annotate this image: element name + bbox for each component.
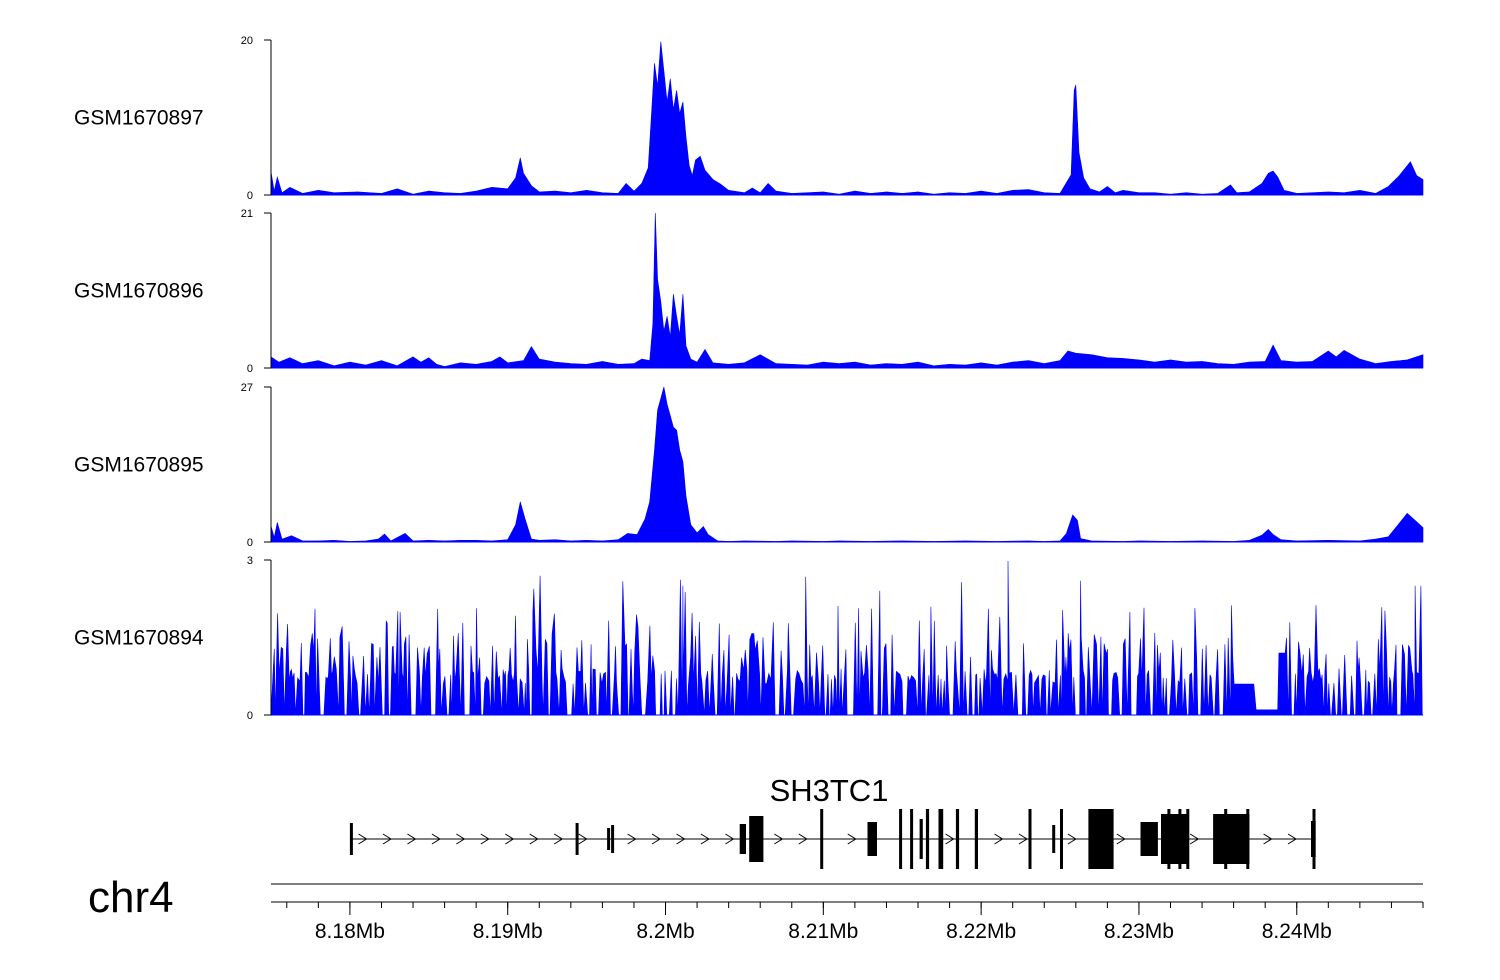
track-name: GSM1670894 bbox=[74, 627, 204, 650]
strand-arrow bbox=[407, 833, 417, 845]
exon bbox=[919, 819, 923, 859]
strand-arrow bbox=[480, 833, 490, 845]
strand-arrow bbox=[431, 833, 441, 845]
exon bbox=[955, 809, 960, 869]
strand-arrow bbox=[725, 833, 735, 845]
chromosome-label: chr4 bbox=[88, 873, 174, 922]
signal-area bbox=[270, 212, 1424, 369]
signal-tracks: 20 0 GSM1670897 21 0 GSM1670896 27 0 GSM1670895 3… bbox=[74, 35, 1424, 722]
x-tick-label: 8.18Mb bbox=[315, 920, 385, 943]
x-tick-label: 8.22Mb bbox=[946, 920, 1016, 943]
strand-arrow bbox=[651, 833, 661, 845]
strand-arrow bbox=[1189, 833, 1200, 845]
strand-arrow bbox=[529, 833, 539, 845]
exon bbox=[1052, 825, 1056, 853]
y-min-label: 0 bbox=[247, 190, 253, 202]
x-tick-label: 8.23Mb bbox=[1104, 920, 1174, 943]
exon bbox=[1167, 809, 1171, 869]
y-min-label: 0 bbox=[247, 537, 253, 549]
exon bbox=[938, 809, 944, 869]
exon bbox=[820, 809, 824, 869]
exon bbox=[1161, 814, 1188, 864]
x-tick-label: 8.2Mb bbox=[636, 920, 694, 943]
strand-arrow bbox=[1263, 833, 1273, 845]
strand-arrow bbox=[798, 833, 808, 845]
strand-arrow bbox=[358, 833, 368, 845]
exon bbox=[1178, 809, 1182, 869]
strand-arrow bbox=[1287, 833, 1297, 845]
strand-arrow bbox=[1116, 833, 1126, 845]
x-tick-label: 8.21Mb bbox=[788, 920, 858, 943]
strand-arrow bbox=[382, 833, 392, 845]
track-GSM1670895: 27 0 GSM1670895 bbox=[74, 382, 1424, 549]
x-tick-label: 8.19Mb bbox=[473, 920, 543, 943]
exon bbox=[607, 828, 611, 850]
strand-arrow bbox=[700, 833, 710, 845]
exon bbox=[739, 824, 746, 854]
track-name: GSM1670895 bbox=[74, 454, 204, 477]
exon bbox=[925, 809, 930, 869]
signal-area bbox=[270, 41, 1424, 196]
exon bbox=[910, 809, 914, 869]
track-GSM1670894: 3 0 GSM1670894 bbox=[74, 555, 1423, 722]
strand-arrow bbox=[676, 833, 686, 845]
exon bbox=[1028, 809, 1032, 869]
exon bbox=[753, 816, 758, 862]
strand-arrow bbox=[456, 833, 466, 845]
strand-arrow bbox=[1067, 833, 1077, 845]
y-max-label: 21 bbox=[241, 208, 253, 220]
track-name: GSM1670897 bbox=[74, 107, 204, 130]
strand-arrow bbox=[1018, 833, 1028, 845]
track-GSM1670897: 20 0 GSM1670897 bbox=[74, 35, 1424, 202]
track-name: GSM1670896 bbox=[74, 280, 204, 303]
y-max-label: 27 bbox=[241, 382, 253, 394]
exon bbox=[1060, 809, 1063, 869]
strand-arrow bbox=[945, 833, 955, 845]
exon bbox=[1312, 809, 1316, 869]
strand-arrow bbox=[847, 833, 857, 845]
strand-arrow bbox=[578, 833, 588, 845]
signal-area bbox=[270, 560, 1423, 716]
exon bbox=[575, 823, 579, 855]
exon bbox=[349, 823, 353, 855]
exon bbox=[1246, 809, 1250, 869]
exon bbox=[611, 825, 615, 853]
signal-area bbox=[270, 386, 1424, 543]
exon bbox=[1088, 809, 1114, 869]
exon bbox=[867, 822, 877, 856]
exon bbox=[899, 809, 903, 869]
exon bbox=[1140, 822, 1158, 856]
strand-arrow bbox=[505, 833, 515, 845]
strand-arrow bbox=[553, 833, 564, 845]
y-min-label: 0 bbox=[247, 363, 253, 375]
y-min-label: 0 bbox=[247, 710, 253, 722]
strand-arrow bbox=[627, 833, 637, 845]
gene-name: SH3TC1 bbox=[770, 773, 889, 808]
track-GSM1670896: 21 0 GSM1670896 bbox=[74, 208, 1424, 375]
strand-arrow bbox=[774, 833, 784, 845]
genome-axis: chr4 8.18Mb 8.19Mb 8.2Mb 8.21Mb 8.22Mb 8.23Mb… bbox=[88, 873, 1424, 943]
y-max-label: 20 bbox=[241, 35, 253, 47]
x-tick-label: 8.24Mb bbox=[1262, 920, 1332, 943]
gene-track: SH3TC1 bbox=[349, 773, 1316, 869]
exon bbox=[974, 809, 978, 869]
strand-arrow bbox=[994, 833, 1004, 845]
exon bbox=[1213, 814, 1250, 864]
exon bbox=[1186, 809, 1190, 869]
y-max-label: 3 bbox=[247, 555, 253, 567]
exon bbox=[1224, 809, 1228, 869]
